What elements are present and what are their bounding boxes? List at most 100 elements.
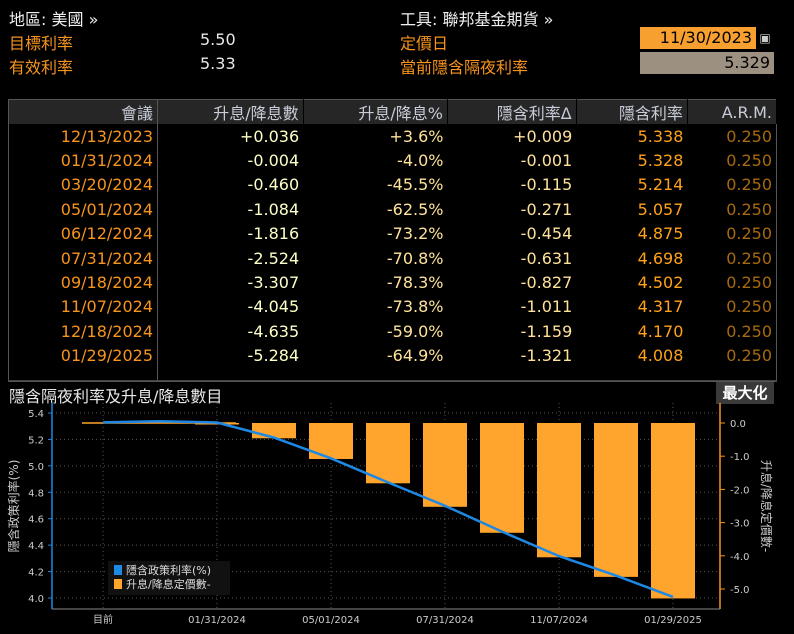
column-header[interactable]: 升息/降息% bbox=[303, 99, 448, 124]
column-header[interactable]: 隱含利率Δ bbox=[447, 99, 577, 124]
left-tick-label: 5.2 bbox=[28, 435, 44, 446]
table-cell: 0.250 bbox=[726, 321, 772, 341]
table-cell: 0.250 bbox=[726, 224, 772, 244]
left-tick-label: 4.6 bbox=[28, 515, 44, 526]
table-cell: -73.2% bbox=[386, 224, 444, 244]
table-row[interactable]: 07/31/2024 -2.524 -70.8% -0.631 4.698 0.250 bbox=[8, 245, 777, 271]
table-cell: -5.284 bbox=[247, 346, 300, 366]
legend-label: 升息/降息定價數- bbox=[126, 577, 211, 591]
table-row[interactable]: 09/18/2024 -3.307 -78.3% -0.827 4.502 0.250 bbox=[8, 270, 777, 295]
table-cell: -59.0% bbox=[386, 321, 444, 341]
table-cell: 0.250 bbox=[726, 175, 772, 195]
table-cell: 12/13/2023 bbox=[8, 124, 158, 149]
table-cell: 0.250 bbox=[726, 199, 772, 219]
maximize-button[interactable]: 最大化 bbox=[716, 382, 774, 404]
table-row[interactable]: 01/29/2025 -5.284 -64.9% -1.321 4.008 0.250 bbox=[8, 343, 777, 368]
table-row[interactable]: 01/31/2024 -0.004 -4.0% -0.001 5.328 0.250 bbox=[8, 148, 777, 173]
target-rate-value: 5.50 bbox=[200, 30, 236, 49]
table-cell: 0.250 bbox=[726, 126, 772, 146]
table-cell: 12/18/2024 bbox=[8, 319, 158, 344]
table-cell: 4.698 bbox=[637, 248, 684, 268]
effective-rate-label: 有效利率 bbox=[9, 58, 74, 77]
table-cell: 07/31/2024 bbox=[8, 245, 158, 271]
right-tick-label: -3.0 bbox=[730, 519, 750, 530]
table-cell: -64.9% bbox=[386, 346, 444, 366]
table-cell: 4.008 bbox=[637, 346, 684, 366]
table-row[interactable]: 12/13/2023 +0.036 +3.6% +0.009 5.338 0.250 bbox=[8, 124, 777, 149]
table-cell: -1.321 bbox=[520, 346, 573, 366]
x-tick-label: 01/29/2025 bbox=[644, 615, 702, 626]
table-cell: -70.8% bbox=[386, 248, 444, 268]
column-header[interactable]: 升息/降息數 bbox=[157, 99, 304, 124]
table-cell: 0.250 bbox=[726, 297, 772, 317]
table-cell: 4.502 bbox=[637, 273, 684, 293]
right-tick-label: -1.0 bbox=[730, 452, 750, 463]
table-cell: 0.250 bbox=[726, 273, 772, 293]
bar bbox=[537, 423, 581, 558]
table-cell: -0.271 bbox=[520, 199, 573, 219]
table-row[interactable]: 11/07/2024 -4.045 -73.8% -1.011 4.317 0.250 bbox=[8, 294, 777, 320]
table-cell: 09/18/2024 bbox=[8, 270, 158, 295]
left-tick-label: 4.8 bbox=[28, 488, 44, 499]
table-cell: 01/29/2025 bbox=[8, 343, 158, 368]
right-tick-label: 0.0 bbox=[730, 419, 746, 430]
table-cell: 0.250 bbox=[726, 346, 772, 366]
table-row[interactable]: 05/01/2024 -1.084 -62.5% -0.271 5.057 0.250 bbox=[8, 197, 777, 222]
calendar-icon[interactable]: ▣ bbox=[759, 31, 771, 45]
table-cell: 4.875 bbox=[637, 224, 684, 244]
rate-chart: 4.0 4.2 4.4 4.6 4.8 5.0 5.2 5.4 0.0 -1.0 -2.0 -3.0 -… bbox=[6, 403, 774, 626]
x-tick-label: 目前 bbox=[93, 613, 113, 626]
instrument-selector[interactable]: 工具: 聯邦基金期貨 » bbox=[400, 10, 554, 29]
table-cell: -2.524 bbox=[247, 248, 300, 268]
table-cell: 0.250 bbox=[726, 248, 772, 268]
table-padding bbox=[8, 367, 777, 382]
bar bbox=[423, 423, 467, 507]
left-tick-label: 4.0 bbox=[28, 594, 44, 605]
table-row[interactable]: 03/20/2024 -0.460 -45.5% -0.115 5.214 0.250 bbox=[8, 172, 777, 198]
table-row[interactable]: 06/12/2024 -1.816 -73.2% -0.454 4.875 0.250 bbox=[8, 221, 777, 246]
pricing-date-input[interactable]: 11/30/2023 bbox=[640, 27, 756, 49]
legend-swatch-bar bbox=[114, 579, 122, 589]
table-cell: 5.057 bbox=[637, 199, 684, 219]
table-cell: 5.328 bbox=[637, 151, 684, 171]
column-header[interactable]: 會議 bbox=[8, 99, 158, 124]
left-axis-title: 隱含政策利率(%) bbox=[6, 460, 21, 553]
table-cell: +0.036 bbox=[239, 126, 300, 146]
table-cell: 0.250 bbox=[726, 151, 772, 171]
table-cell: -0.460 bbox=[247, 175, 300, 195]
x-tick-label: 01/31/2024 bbox=[188, 615, 246, 626]
legend-label: 隱含政策利率(%) bbox=[126, 563, 211, 577]
table-row[interactable]: 12/18/2024 -4.635 -59.0% -1.159 4.170 0.250 bbox=[8, 319, 777, 344]
table-cell: 03/20/2024 bbox=[8, 172, 158, 198]
table-cell: -0.115 bbox=[520, 175, 573, 195]
current-implied-rate-label: 當前隱含隔夜利率 bbox=[400, 58, 529, 77]
table-cell: -4.045 bbox=[247, 297, 300, 317]
table-cell: -4.0% bbox=[397, 151, 444, 171]
divider bbox=[8, 380, 777, 381]
region-selector[interactable]: 地區: 美國 » bbox=[9, 10, 99, 29]
column-header[interactable]: 隱含利率 bbox=[576, 99, 688, 124]
x-tick-label: 11/07/2024 bbox=[530, 615, 588, 626]
right-tick-label: -5.0 bbox=[730, 585, 750, 596]
table-cell: -73.8% bbox=[386, 297, 444, 317]
table-cell: 01/31/2024 bbox=[8, 148, 158, 173]
table-cell: -1.816 bbox=[247, 224, 300, 244]
left-tick-label: 4.4 bbox=[28, 541, 44, 552]
target-rate-label: 目標利率 bbox=[9, 34, 74, 53]
left-tick-label: 4.2 bbox=[28, 568, 44, 579]
table-cell: 4.317 bbox=[637, 297, 684, 317]
table-cell: +0.009 bbox=[513, 126, 573, 146]
table-cell: -1.084 bbox=[247, 199, 300, 219]
table-cell: -1.159 bbox=[520, 321, 573, 341]
table-cell: -0.004 bbox=[247, 151, 300, 171]
table-cell: 5.214 bbox=[637, 175, 684, 195]
legend-swatch-line bbox=[114, 565, 122, 575]
table-cell: -1.011 bbox=[520, 297, 573, 317]
chart-title: 隱含隔夜利率及升息/降息數目 bbox=[9, 387, 223, 406]
effective-rate-value: 5.33 bbox=[200, 54, 236, 73]
right-tick-label: -4.0 bbox=[730, 552, 750, 563]
current-implied-rate-field[interactable]: 5.329 bbox=[640, 52, 774, 74]
bar bbox=[651, 423, 695, 599]
x-tick-label: 05/01/2024 bbox=[302, 615, 360, 626]
column-header[interactable]: A.R.M. bbox=[687, 99, 778, 124]
